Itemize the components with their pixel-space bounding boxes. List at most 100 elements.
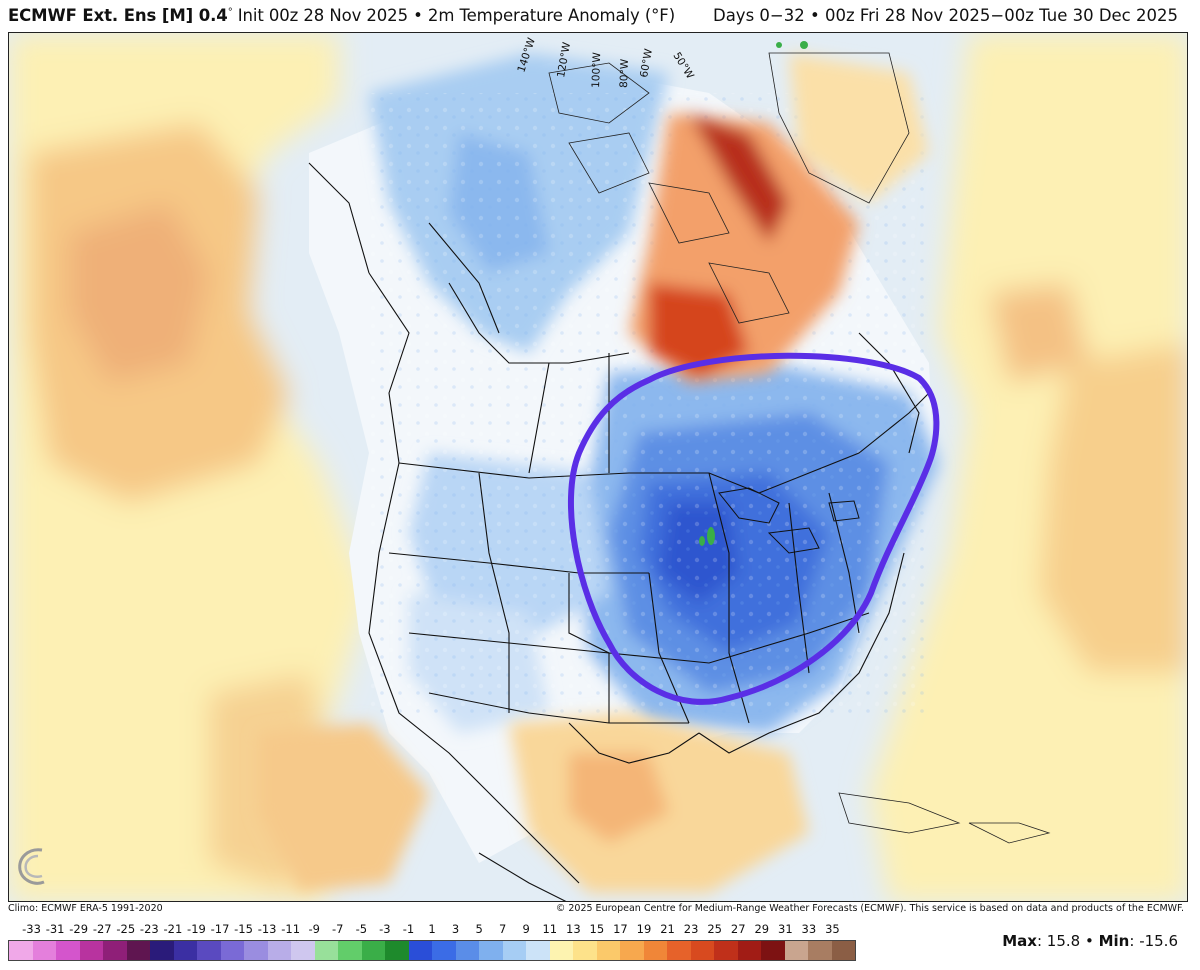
field-name: 2m Temperature Anomaly (°F)	[427, 6, 676, 25]
color-scale-swatch	[808, 941, 832, 960]
color-scale-swatch	[314, 941, 338, 960]
color-scale-tick-label: 17	[613, 922, 628, 936]
color-scale-swatch	[150, 941, 174, 960]
color-scale-swatch	[784, 941, 808, 960]
color-scale-tick-label: -5	[355, 922, 368, 936]
color-scale-swatch	[9, 941, 33, 960]
header: ECMWF Ext. Ens [M] 0.4° Init 00z 28 Nov …	[0, 0, 1200, 32]
weatherbell-logo	[12, 840, 162, 892]
color-scale-tick-label: 5	[475, 922, 483, 936]
color-scale-swatch	[244, 941, 268, 960]
color-scale-swatch	[549, 941, 573, 960]
valid-period: Days 0−32 • 00z Fri 28 Nov 2025−00z Tue …	[712, 6, 1178, 25]
color-scale-swatch	[479, 941, 503, 960]
color-scale-tick-label: -17	[210, 922, 230, 936]
color-scale-tick-label: 31	[778, 922, 793, 936]
pacific-warm-anomaly	[9, 33, 369, 901]
color-scale-swatch	[502, 941, 526, 960]
arctic-islands	[548, 52, 1051, 844]
color-scale-tick-label: 9	[522, 922, 530, 936]
color-scale-tick-label: -31	[45, 922, 65, 936]
hudson-warm-anomaly	[629, 53, 929, 383]
meridian-label-80w: 80°W	[618, 58, 631, 88]
color-scale-tick-label: 25	[707, 922, 722, 936]
color-scale-tick-label: 21	[660, 922, 675, 936]
color-scale-swatch	[338, 941, 362, 960]
color-scale-tick-label: -21	[163, 922, 183, 936]
color-scale-tick-label: 11	[542, 922, 558, 936]
color-scale-labels: -33 -31 -29 -27 -25 -23 -21 -19 -17 -15 -13 -11 -9 -7…	[8, 922, 856, 938]
color-scale-swatch	[667, 941, 691, 960]
color-scale-swatch	[831, 941, 855, 960]
degree-symbol: °	[227, 7, 233, 18]
color-scale-tick-label: 27	[730, 922, 746, 936]
climo-note: Climo: ECMWF ERA-5 1991-2020	[8, 903, 163, 914]
color-scale-swatch	[197, 941, 221, 960]
color-scale-swatch	[526, 941, 550, 960]
color-scale-swatch	[408, 941, 432, 960]
title-bullet: •	[413, 6, 423, 25]
logo-swirl-icon	[18, 848, 45, 885]
color-scale-tick-label: 3	[451, 922, 460, 936]
color-scale-tick-label: -25	[116, 922, 136, 936]
color-scale-bar	[8, 940, 856, 961]
max-min-readout: Max: 15.8 • Min: -15.6	[1002, 932, 1178, 950]
copyright-note: © 2025 European Centre for Medium-Range …	[555, 903, 1184, 914]
map-canvas: 140°W 120°W 100°W 80°W 60°W 50°W	[9, 33, 1187, 901]
color-scale-tick-label: -23	[139, 922, 159, 936]
southern-warm-anomaly	[259, 713, 809, 893]
color-scale-swatch	[56, 941, 80, 960]
color-scale-swatch	[291, 941, 315, 960]
color-scale-tick-label: -11	[281, 922, 301, 936]
color-scale-tick-label: 13	[566, 922, 581, 936]
color-scale-tick-label: 7	[498, 922, 507, 936]
color-scale-tick-label: -9	[308, 922, 320, 936]
color-scale-tick-label: -19	[187, 922, 206, 936]
color-scale-tick-label: 1	[428, 922, 436, 936]
color-scale-swatch	[455, 941, 479, 960]
color-scale-swatch	[714, 941, 738, 960]
color-scale-tick-label: -3	[379, 922, 391, 936]
color-scale-tick-label: 19	[636, 922, 652, 936]
color-scale-swatch	[79, 941, 103, 960]
color-scale-tick-label: 23	[683, 922, 699, 936]
color-scale-tick-label: 29	[754, 922, 770, 936]
max-min-separator: •	[1084, 932, 1094, 950]
anomaly-map: 140°W 120°W 100°W 80°W 60°W 50°W	[8, 32, 1188, 902]
political-boundaries	[308, 162, 930, 901]
color-scale-swatch	[690, 941, 714, 960]
color-scale-swatch	[267, 941, 291, 960]
color-scale-swatch	[32, 941, 56, 960]
color-scale-swatch	[385, 941, 409, 960]
atlantic-warm-anomaly	[869, 33, 1187, 901]
color-scale-swatch	[596, 941, 620, 960]
color-scale-swatch	[761, 941, 785, 960]
color-scale-swatch	[643, 941, 667, 960]
max-value: 15.8	[1046, 932, 1081, 950]
color-scale-swatch	[126, 941, 150, 960]
extreme-cold-patch	[699, 41, 808, 546]
color-scale-tick-label: -13	[257, 922, 277, 936]
color-scale-tick-label: -7	[332, 922, 344, 936]
annotation-circle	[567, 352, 940, 705]
max-label: Max	[1002, 932, 1037, 950]
meridian-label-100w: 100°W	[590, 51, 603, 88]
color-scale: -33 -31 -29 -27 -25 -23 -21 -19 -17 -15 -13 -11 -9 -7…	[8, 922, 856, 962]
color-scale-swatch	[361, 941, 385, 960]
color-scale-swatch	[220, 941, 244, 960]
color-scale-tick-label: 35	[825, 922, 840, 936]
min-value: -15.6	[1139, 932, 1178, 950]
color-scale-swatch	[737, 941, 761, 960]
color-scale-tick-label: -33	[22, 922, 41, 936]
color-scale-tick-label: 33	[801, 922, 817, 936]
min-label: Min	[1098, 932, 1130, 950]
color-scale-tick-label: -15	[234, 922, 253, 936]
noise-texture	[369, 93, 929, 713]
color-scale-tick-label: 15	[589, 922, 605, 936]
model-name: ECMWF Ext. Ens [M] 0.4	[8, 6, 228, 25]
color-scale-tick-label: -1	[402, 922, 415, 936]
color-scale-swatch	[173, 941, 197, 960]
meridian-label-60w: 60°W	[638, 47, 655, 78]
init-time: Init 00z 28 Nov 2025	[237, 6, 408, 25]
great-lakes-outline	[718, 487, 860, 554]
